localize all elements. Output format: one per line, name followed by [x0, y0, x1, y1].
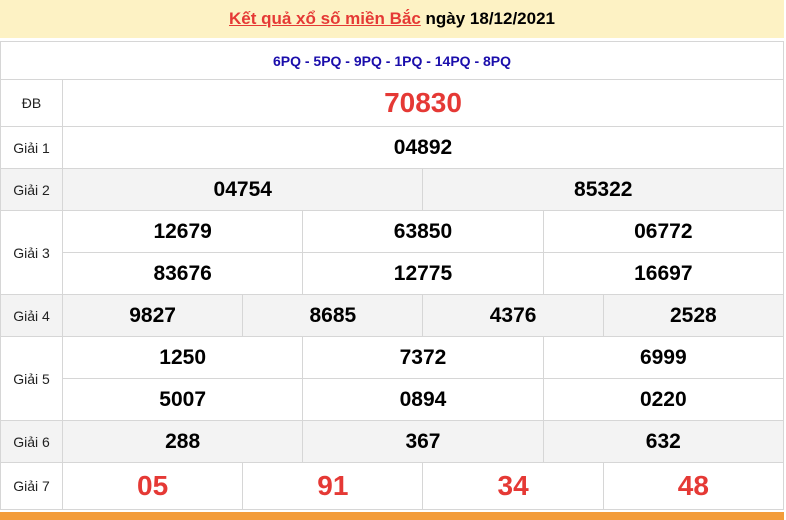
prize-label: Giải 4 [0, 294, 63, 337]
prize-number: 48 [602, 462, 785, 510]
prize-number: 63850 [302, 210, 544, 253]
prize-number: 0220 [542, 378, 785, 421]
prize-number: 04892 [62, 126, 784, 169]
prize-number: 05 [61, 462, 244, 510]
prize-label: Giải 3 [0, 210, 63, 295]
prize-number: 367 [302, 420, 544, 463]
prize-number: 8685 [242, 294, 424, 337]
prize-number: 632 [542, 420, 785, 463]
prize-number: 91 [242, 462, 424, 510]
results-header: Kết quả xổ số miền Bắc ngày 18/12/2021 [0, 0, 784, 38]
prize-number: 1250 [61, 336, 304, 379]
results-table: 6PQ - 5PQ - 9PQ - 1PQ - 14PQ - 8PQ ĐB 708… [0, 41, 785, 510]
prize-label: ĐB [0, 79, 63, 127]
prize-number: 12775 [302, 252, 544, 295]
prize-number: 2528 [602, 294, 785, 337]
prize-label: Giải 7 [0, 462, 63, 510]
prize-label: Giải 1 [0, 126, 63, 169]
prize-label: Giải 6 [0, 420, 63, 463]
prize-number: 34 [422, 462, 604, 510]
prize-number: 7372 [302, 336, 544, 379]
prize-number: 9827 [61, 294, 244, 337]
prize-label: Giải 2 [0, 168, 63, 211]
prize-number: 04754 [61, 168, 424, 211]
prize-number: 16697 [542, 252, 785, 295]
prize-number: 4376 [422, 294, 604, 337]
prize-number: 288 [61, 420, 304, 463]
prize-number: 0894 [302, 378, 544, 421]
prize-number: 85322 [422, 168, 784, 211]
footer-bar [0, 512, 784, 520]
prize-number: 6999 [542, 336, 785, 379]
prize-number: 5007 [61, 378, 304, 421]
ticket-codes: 6PQ - 5PQ - 9PQ - 1PQ - 14PQ - 8PQ [0, 41, 784, 80]
results-link[interactable]: Kết quả xổ số miền Bắc [229, 9, 421, 28]
prize-number: 83676 [61, 252, 304, 295]
prize-number: 06772 [542, 210, 785, 253]
prize-label: Giải 5 [0, 336, 63, 421]
results-date: ngày 18/12/2021 [425, 9, 555, 28]
special-prize-number: 70830 [62, 79, 784, 127]
prize-number: 12679 [61, 210, 304, 253]
